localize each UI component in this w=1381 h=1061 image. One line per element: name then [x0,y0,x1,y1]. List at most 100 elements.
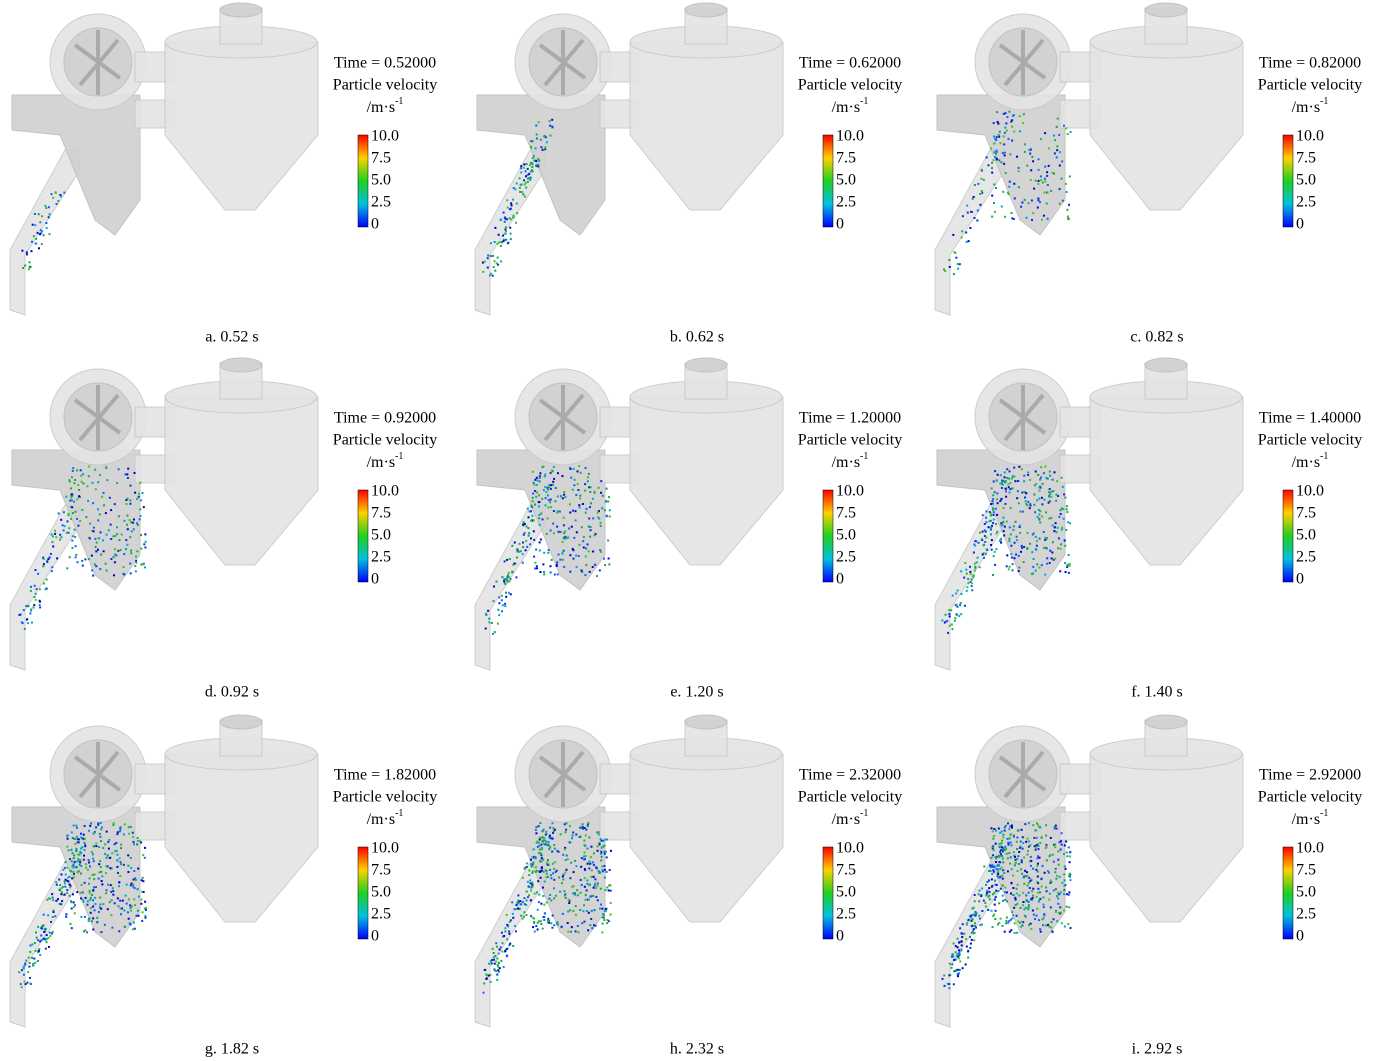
particle [28,268,30,270]
particle [957,969,959,971]
particle [66,880,68,882]
particle [997,865,999,867]
particle [588,884,590,886]
particle [78,841,80,843]
particle [93,527,95,529]
particle [1034,845,1036,847]
particle [1008,486,1010,488]
particle [1066,209,1068,211]
particle [990,533,992,535]
particle [600,904,602,906]
particle [1037,857,1039,859]
particle [590,918,592,920]
particle [1029,880,1031,882]
particle [543,916,545,918]
panel: Time = 2.32000Particle velocity/m·s-110.… [475,715,902,1058]
particle [67,513,69,515]
particle [89,537,91,539]
particle [484,261,486,263]
unit-exponent: -1 [860,808,868,819]
particle [504,218,506,220]
particle [106,854,108,856]
particle [79,864,81,866]
particle [1048,147,1050,149]
particle [1018,851,1020,853]
particle [92,575,94,577]
particle [1022,892,1024,894]
particle [39,588,41,590]
particle [1060,548,1062,550]
particle [1045,824,1047,826]
particle [1025,500,1027,502]
outlet-rim [1145,715,1187,729]
particle [75,848,77,850]
particle [97,519,99,521]
particle [95,886,97,888]
particle [572,832,574,834]
particle [511,901,513,903]
particle [513,217,515,219]
particle [574,860,576,862]
particle [1049,471,1051,473]
particle [1001,206,1003,208]
particle [497,623,499,625]
particle [66,835,68,837]
particle [1048,491,1050,493]
particle [81,481,83,483]
particle [112,535,114,537]
particle [1006,468,1008,470]
particle [546,141,548,143]
particle [1068,891,1070,893]
particle [143,543,145,545]
particle [496,243,498,245]
particle [48,216,50,218]
colorbar-tick-label: 7.5 [1296,150,1316,167]
particle [1067,216,1069,218]
inlet-pipe [475,505,545,670]
particle [530,886,532,888]
particle [99,897,101,899]
particle [124,473,126,475]
particle [515,222,517,224]
particle [39,221,41,223]
particle [498,953,500,955]
particle [985,906,987,908]
particle [973,907,975,909]
particle [1030,865,1032,867]
particle [102,539,104,541]
particle [137,888,139,890]
particle [1027,907,1029,909]
particle [38,948,40,950]
particle [582,823,584,825]
particle [530,890,532,892]
particle [993,835,995,837]
particle [958,952,960,954]
particle [1055,878,1057,880]
particle [526,862,528,864]
particle [71,540,73,542]
particle [1035,536,1037,538]
particle [528,535,530,537]
particle [81,884,83,886]
particle [532,497,534,499]
particle [602,869,604,871]
particle [949,625,951,627]
particle [603,919,605,921]
particle [1011,882,1013,884]
particle [601,507,603,509]
particle [24,628,26,630]
particle [1004,887,1006,889]
particle [1035,483,1037,485]
particle [988,526,990,528]
particle [594,883,596,885]
particle [124,926,126,928]
particle [542,859,544,861]
particle [79,520,81,522]
particle [604,869,606,871]
particle [543,837,545,839]
particle [510,578,512,580]
particle [540,571,542,573]
particle [30,983,32,985]
particle [995,861,997,863]
particle [984,529,986,531]
